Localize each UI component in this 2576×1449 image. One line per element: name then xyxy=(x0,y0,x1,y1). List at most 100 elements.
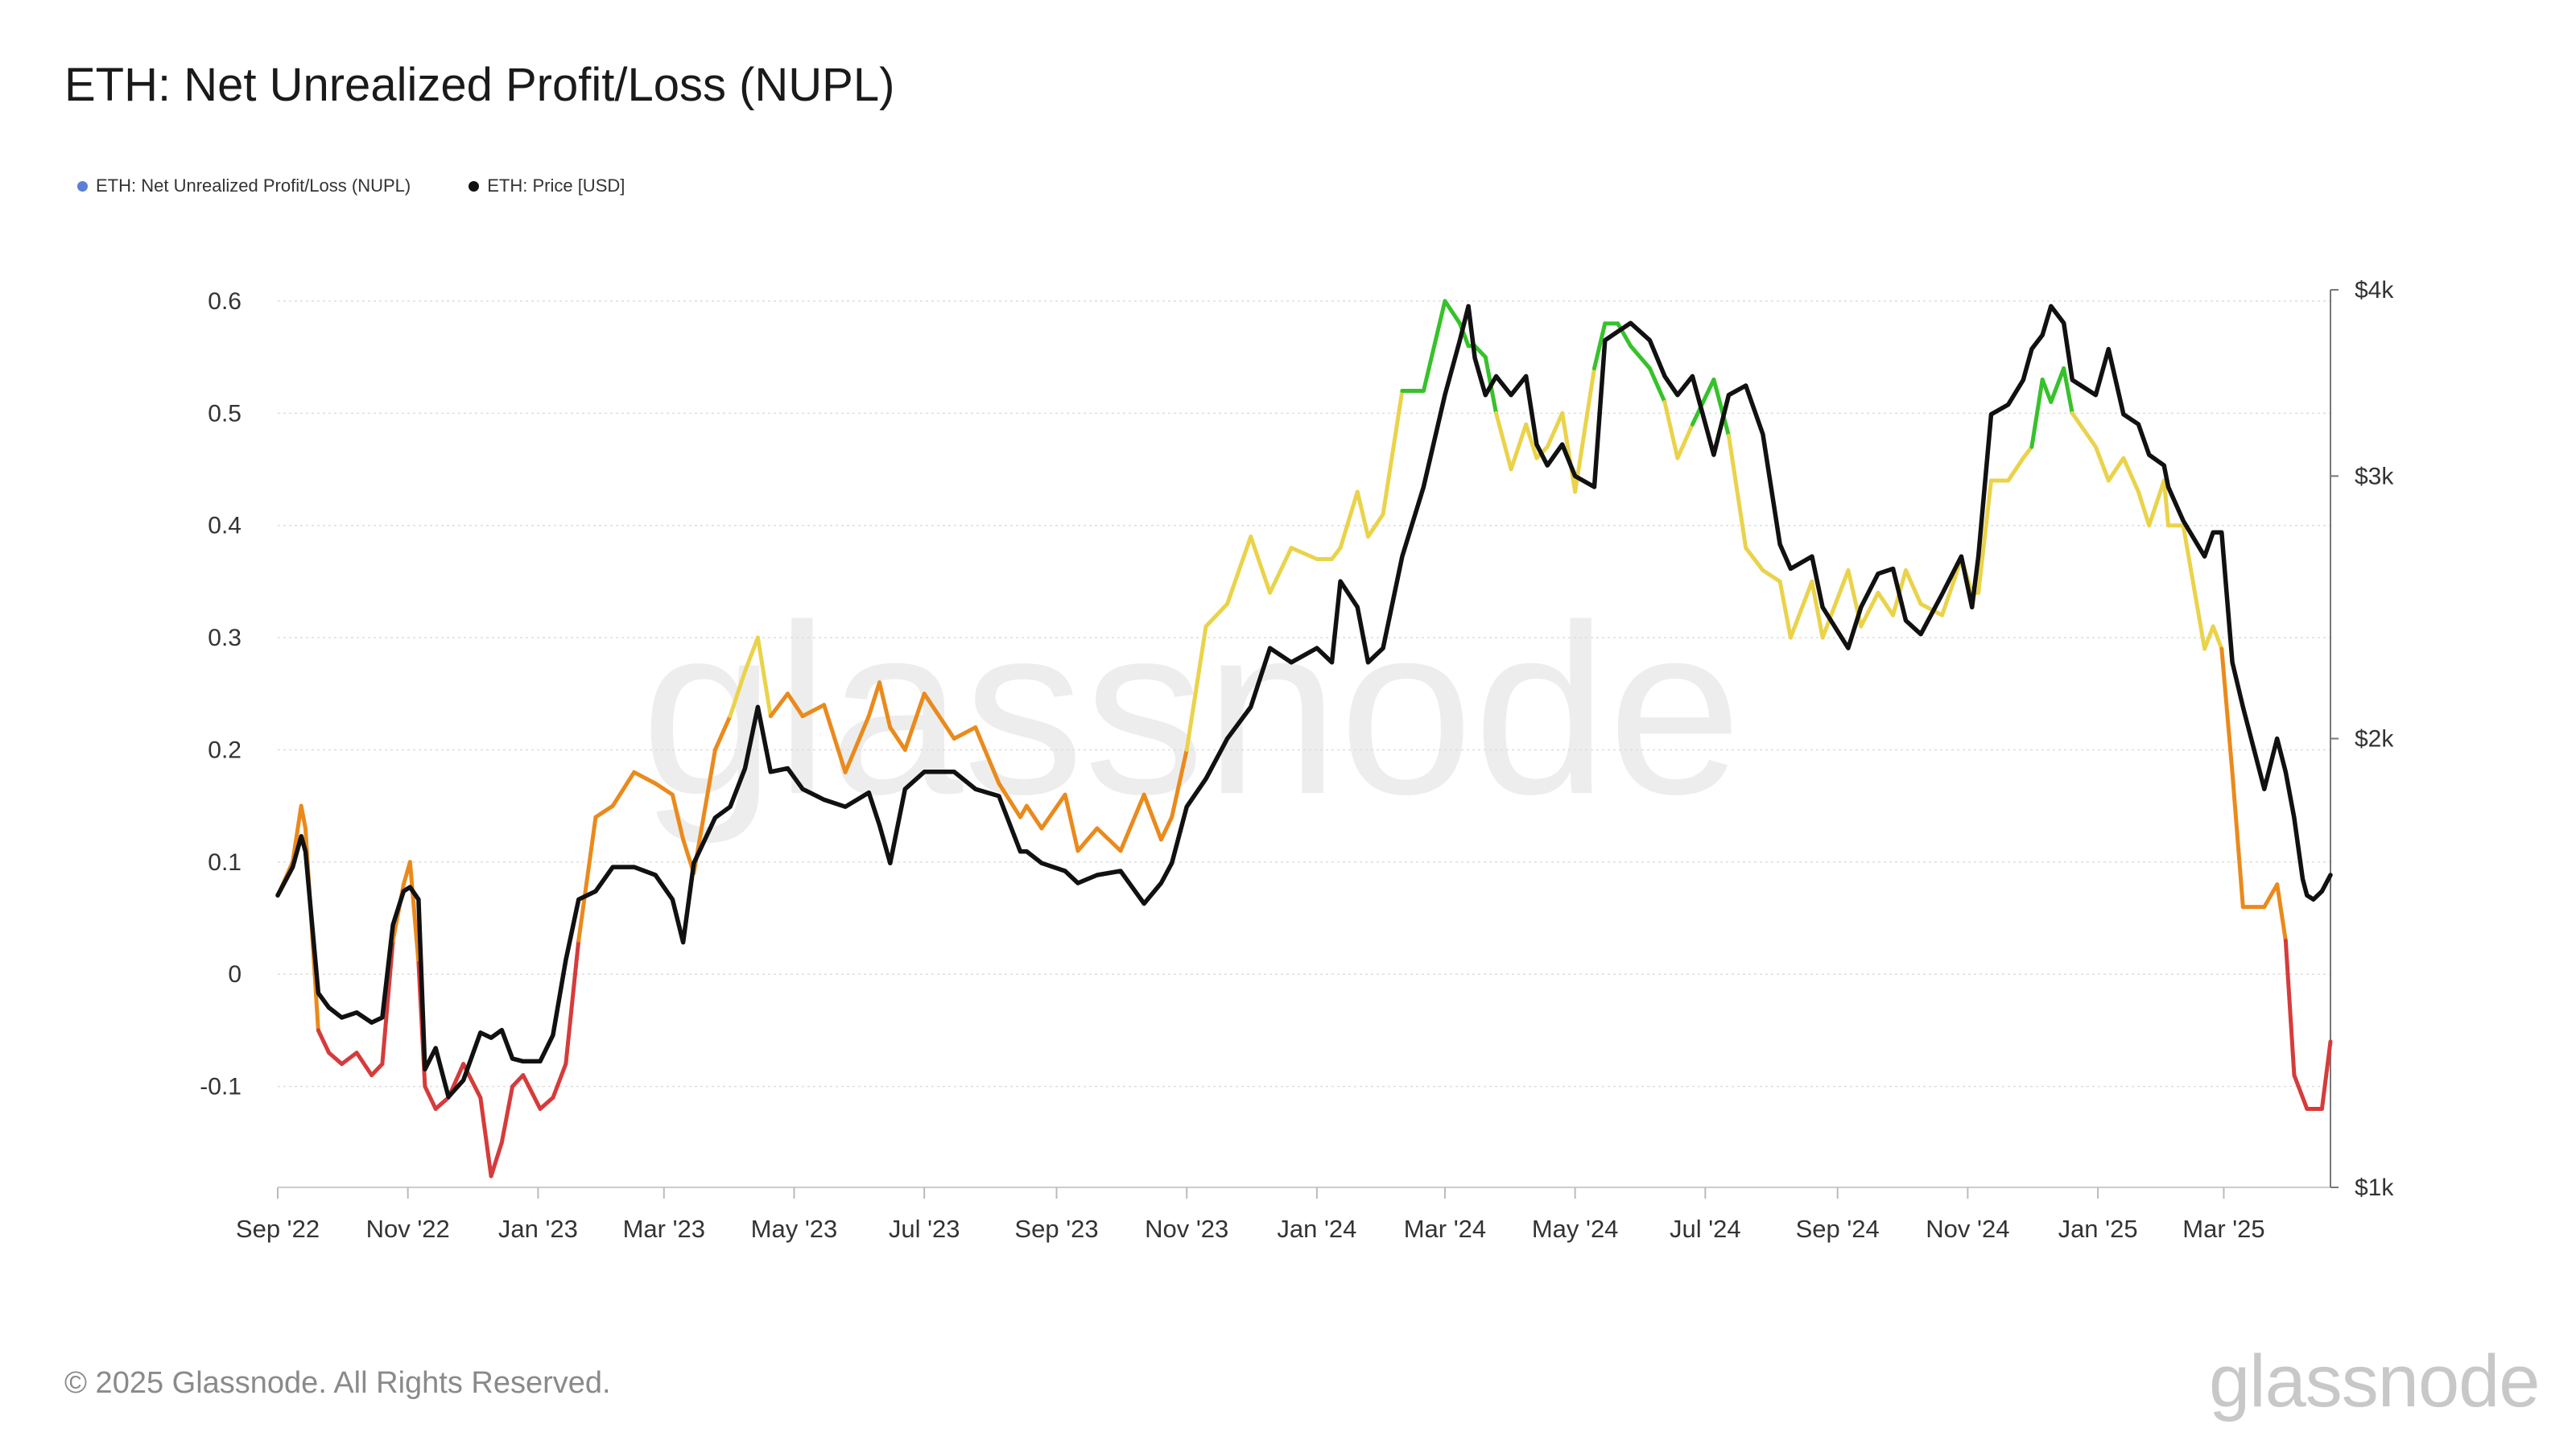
y-left-tick-label: -0.1 xyxy=(200,1074,242,1100)
nupl-line-segment xyxy=(902,691,927,752)
nupl-line-segment xyxy=(1573,366,1596,494)
legend-marker-nupl xyxy=(77,180,88,192)
nupl-line-segment xyxy=(551,1062,568,1100)
nupl-line-segment xyxy=(2040,378,2054,404)
nupl-line-segment xyxy=(1976,478,1994,595)
nupl-line-segment xyxy=(2219,646,2235,774)
nupl-line-segment xyxy=(1545,411,1565,449)
nupl-line-segment xyxy=(2262,882,2280,910)
nupl-line-segment xyxy=(1203,601,1230,629)
nupl-line-segment xyxy=(538,1096,555,1111)
nupl-line-segment xyxy=(866,680,882,719)
nupl-line-segment xyxy=(380,938,395,1067)
nupl-line-segment xyxy=(1421,299,1447,393)
y-left-tick-label: 0 xyxy=(228,961,242,988)
y-right-tick-label: $1k xyxy=(2355,1174,2394,1201)
nupl-line-segment xyxy=(2121,456,2140,494)
x-tick-label: Sep '23 xyxy=(1014,1215,1098,1243)
x-tick-label: Nov '23 xyxy=(1145,1215,1228,1243)
y-right-tick-label: $2k xyxy=(2355,726,2394,753)
nupl-line-segment xyxy=(1381,388,1405,517)
y-right-tick-label: $4k xyxy=(2355,277,2394,303)
nupl-line-segment xyxy=(997,781,1022,819)
nupl-line-segment xyxy=(354,1051,374,1078)
nupl-line-segment xyxy=(2292,1073,2306,1100)
nupl-line-segment xyxy=(1338,489,1360,551)
nupl-line-segment xyxy=(2202,624,2215,651)
nupl-line-segment xyxy=(670,792,686,842)
nupl-line-segment xyxy=(2049,366,2066,404)
legend: ETH: Net Unrealized Profit/Loss (NUPL) E… xyxy=(77,175,625,196)
nupl-line-segment xyxy=(1744,546,1765,572)
nupl-line-segment xyxy=(369,1062,385,1078)
nupl-line-segment xyxy=(952,725,978,741)
nupl-line-segment xyxy=(1820,568,1851,640)
copyright-notice: © 2025 Glassnode. All Rights Reserved. xyxy=(64,1366,611,1400)
nupl-line-segment xyxy=(316,1028,332,1055)
nupl-line-segment xyxy=(2136,489,2152,528)
nupl-line-segment xyxy=(1509,422,1529,472)
nupl-line-segment xyxy=(1647,366,1667,404)
nupl-line-segment xyxy=(1268,546,1294,595)
nupl-line-segment xyxy=(1024,803,1044,831)
x-tick-label: Nov '24 xyxy=(1926,1215,2009,1243)
nupl-line-segment xyxy=(423,1084,438,1111)
nupl-line-segment xyxy=(1788,579,1814,640)
x-tick-label: Jan '24 xyxy=(1277,1215,1356,1243)
x-tick-label: Mar '25 xyxy=(2182,1215,2264,1243)
nupl-line-segment xyxy=(2006,456,2025,483)
nupl-line-segment xyxy=(888,725,907,752)
x-tick-label: Jan '23 xyxy=(498,1215,578,1243)
nupl-line-segment xyxy=(1329,546,1343,561)
nupl-line-segment xyxy=(1560,411,1578,494)
nupl-line-segment xyxy=(1366,512,1385,539)
legend-item-nupl[interactable]: ETH: Net Unrealized Profit/Loss (NUPL) xyxy=(77,175,411,196)
nupl-line-segment xyxy=(1039,792,1067,831)
nupl-line-segment xyxy=(1761,568,1782,584)
nupl-line-segment xyxy=(340,1051,359,1067)
nupl-line-segment xyxy=(800,703,827,719)
nupl-line-segment xyxy=(1184,624,1208,752)
nupl-line-segment xyxy=(1940,557,1963,617)
x-tick-label: Jul '23 xyxy=(889,1215,960,1243)
nupl-line-segment xyxy=(2147,478,2166,528)
legend-marker-price xyxy=(469,180,480,192)
nupl-line-segment xyxy=(327,1051,345,1067)
nupl-line-segment xyxy=(1075,826,1100,853)
nupl-line-segment xyxy=(1289,546,1319,561)
nupl-line-segment xyxy=(610,770,637,808)
nupl-line-segment xyxy=(1876,590,1896,617)
nupl-line-segment xyxy=(1158,815,1174,842)
y-left-tick-label: 0.6 xyxy=(208,288,242,315)
x-tick-label: Nov '22 xyxy=(366,1215,450,1243)
nupl-line-segment xyxy=(291,803,303,865)
nupl-line-segment xyxy=(653,781,675,797)
nupl-line-segment xyxy=(1810,579,1825,640)
nupl-line-segment xyxy=(1726,433,1748,551)
nupl-line-segment xyxy=(2106,456,2126,483)
nupl-line-segment xyxy=(564,938,581,1067)
nupl-line-segment xyxy=(1904,568,1923,606)
nupl-line-segment xyxy=(576,815,598,943)
nupl-line-segment xyxy=(843,714,871,774)
nupl-line-segment xyxy=(632,770,658,786)
nupl-line-segment xyxy=(593,803,615,819)
nupl-line-segment xyxy=(1443,299,1463,326)
nupl-line-segment xyxy=(2029,378,2045,449)
nupl-line-segment xyxy=(1494,411,1513,472)
x-tick-label: Sep '24 xyxy=(1796,1215,1880,1243)
nupl-line-segment xyxy=(1141,792,1163,842)
nupl-line-segment xyxy=(768,691,791,719)
x-tick-label: Jan '25 xyxy=(2058,1215,2138,1243)
nupl-line-segment xyxy=(2230,770,2245,910)
nupl-line-segment xyxy=(743,635,760,674)
grid-lines xyxy=(278,300,2330,1088)
nupl-line-segment xyxy=(510,1073,526,1089)
nupl-line-segment xyxy=(712,714,733,752)
price-series xyxy=(275,303,2333,1100)
nupl-line-segment xyxy=(1118,792,1146,853)
nupl-line-segment xyxy=(433,1096,451,1111)
legend-label-price: ETH: Price [USD] xyxy=(487,175,625,196)
legend-item-price[interactable]: ETH: Price [USD] xyxy=(469,175,625,196)
